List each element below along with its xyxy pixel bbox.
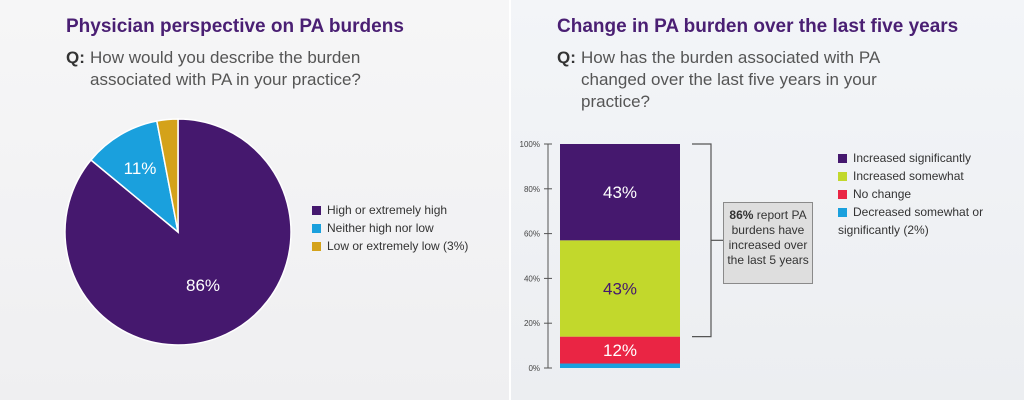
bar-legend-label: Increased significantly [853,151,972,165]
left-question-text: How would you describe the burden associ… [90,48,361,89]
pie-slice-low [155,118,179,233]
legend-swatch [312,242,321,251]
bar-segment-decreased-somewhat [560,363,680,368]
bar-legend-item: Increased somewhat [838,167,988,185]
y-tick-label: 60% [524,230,540,239]
bar-segment-increased-significantly [560,144,680,241]
left-title: Physician perspective on PA burdens [66,16,404,37]
pie-legend-label-neither: Neither high nor low [327,221,434,235]
y-tick-label: 40% [524,274,540,283]
pie-legend-item: Low or extremely low (3%) [312,237,468,255]
legend-swatch [838,172,847,181]
bar-legend-item: Decreased somewhat or significantly (2%) [838,203,988,239]
callout-text: report PA burdens have increased over th… [727,208,809,267]
left-question: Q: How would you describe the burden ass… [66,47,406,91]
right-question: Q: How has the burden associated with PA… [557,47,887,113]
bar-legend-label: No change [853,187,912,201]
pie-legend-item: High or extremely high [312,201,468,219]
pie-legend-label-low: Low or extremely low (3%) [327,239,469,253]
bar-value-label: 43% [603,183,637,202]
pie-legend-label-high: High or extremely high [327,203,448,217]
bar-legend-item: No change [838,185,988,203]
bar-legend: Increased significantly Increased somewh… [838,149,988,239]
pie-legend-item: Neither high nor low [312,219,468,237]
bar-legend-label: Decreased somewhat or significantly (2%) [838,205,984,237]
legend-swatch [838,154,847,163]
increase-bracket [692,143,712,338]
bar-value-label: 43% [603,279,637,298]
y-tick-label: 80% [524,185,540,194]
panel-divider [509,0,511,400]
bar-legend-label: Increased somewhat [853,169,964,183]
legend-swatch [312,224,321,233]
bar-segment-no-change [560,336,680,364]
legend-swatch [838,208,847,217]
bar-value-label: 12% [603,341,637,360]
pie-value-label: 11% [124,159,157,178]
right-question-text: How has the burden associated with PA ch… [581,48,880,111]
callout-percent: 86% [729,208,754,222]
y-tick-label: 0% [528,364,540,373]
legend-swatch [838,190,847,199]
bar-segment-increased-somewhat [560,240,680,337]
callout-box: 86% report PA burdens have increased ove… [723,202,813,284]
pie-slice-neither [89,120,180,234]
bar-legend-item: Increased significantly [838,149,988,167]
legend-swatch [312,206,321,215]
y-tick-label: 100% [520,140,540,149]
right-question-label: Q: [557,48,576,67]
pie-legend: High or extremely high Neither high nor … [312,201,468,255]
y-tick-label: 20% [524,319,540,328]
pie-value-label: 86% [186,276,220,295]
left-question-label: Q: [66,48,85,67]
right-title: Change in PA burden over the last five y… [557,16,959,37]
